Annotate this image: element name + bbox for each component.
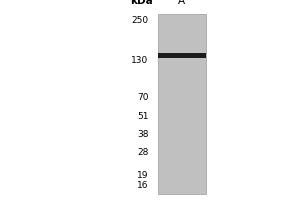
Text: kDa: kDa bbox=[130, 0, 153, 6]
Bar bbox=[158, 53, 206, 58]
Text: 38: 38 bbox=[137, 130, 148, 139]
Text: 250: 250 bbox=[131, 16, 148, 25]
Text: 70: 70 bbox=[137, 93, 148, 102]
Text: A: A bbox=[178, 0, 185, 6]
Text: 51: 51 bbox=[137, 112, 148, 121]
Text: 19: 19 bbox=[137, 171, 148, 180]
Text: 16: 16 bbox=[137, 181, 148, 190]
Bar bbox=[158, 14, 206, 194]
Text: 130: 130 bbox=[131, 56, 148, 65]
Text: 28: 28 bbox=[137, 148, 148, 157]
